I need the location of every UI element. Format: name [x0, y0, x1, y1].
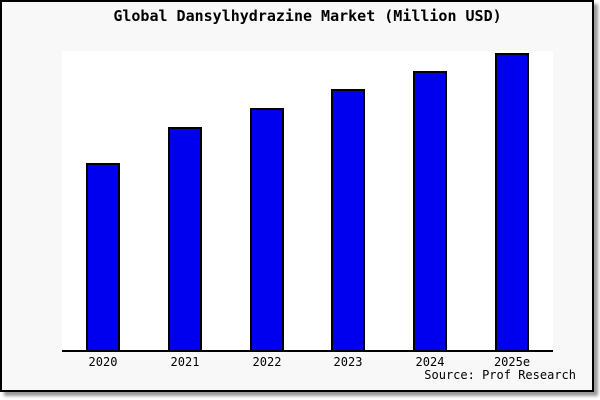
x-tick-label-2025e: 2025e: [493, 355, 531, 369]
bar-2025e: [495, 53, 529, 350]
x-tick-label-2023: 2023: [333, 355, 363, 369]
chart-title: Global Dansylhydrazine Market (Million U…: [113, 7, 502, 25]
chart-window: Global Dansylhydrazine Market (Million U…: [0, 0, 594, 392]
x-tick-label-2024: 2024: [415, 355, 445, 369]
bar-2024: [413, 71, 447, 350]
bar-2021: [168, 127, 202, 350]
x-tick-label-2020: 2020: [88, 355, 118, 369]
source-note: Source: Prof Research: [424, 368, 576, 382]
bar-2020: [86, 163, 120, 350]
bar-2023: [331, 89, 365, 350]
bar-2022: [250, 108, 284, 350]
x-tick-label-2022: 2022: [252, 355, 282, 369]
plot-area: [62, 51, 553, 352]
x-tick-label-2021: 2021: [170, 355, 200, 369]
